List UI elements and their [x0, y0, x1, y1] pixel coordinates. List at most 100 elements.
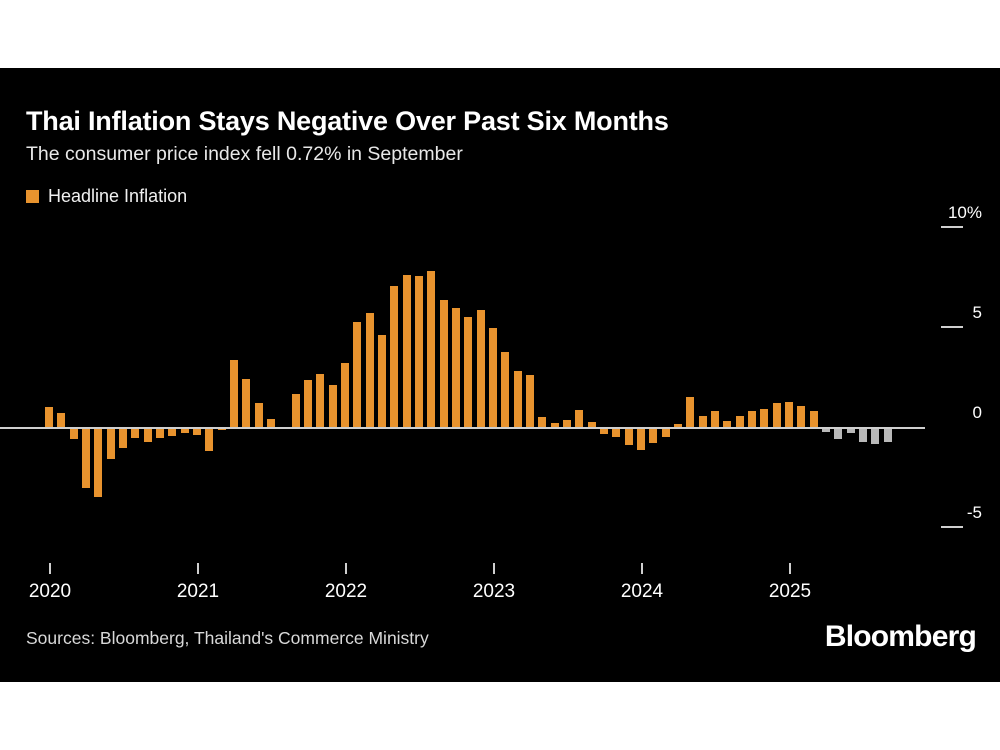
- bar: [464, 317, 473, 428]
- bar: [748, 411, 756, 428]
- bar: [365, 313, 374, 428]
- x-axis-tick-mark: [641, 563, 643, 574]
- bar: [316, 373, 325, 428]
- x-axis-tick-mark: [197, 563, 199, 574]
- bar: [476, 310, 485, 428]
- bar: [723, 421, 732, 428]
- bar: [180, 428, 189, 434]
- x-axis-tick-mark: [345, 563, 347, 574]
- bar: [563, 420, 571, 428]
- x-axis-tick-mark: [49, 563, 51, 574]
- bar: [353, 322, 362, 428]
- bar: [538, 417, 547, 428]
- bar: [797, 406, 806, 428]
- zero-baseline: [0, 427, 925, 429]
- bar-series: [0, 218, 925, 558]
- bar: [45, 407, 53, 428]
- bar: [686, 397, 695, 428]
- bar: [624, 428, 633, 445]
- bloomberg-logo: Bloomberg: [824, 620, 977, 653]
- bar: [587, 422, 596, 428]
- bar: [711, 411, 719, 428]
- bar: [205, 428, 214, 452]
- bar: [637, 428, 645, 451]
- bar: [193, 428, 201, 435]
- bar: [267, 419, 275, 428]
- square-swatch-icon: [26, 190, 39, 203]
- bar: [328, 384, 337, 428]
- bar: [649, 428, 658, 444]
- bar: [341, 363, 349, 428]
- bar: [735, 415, 744, 428]
- bar: [822, 428, 830, 433]
- bar: [489, 327, 497, 428]
- bar: [415, 275, 423, 428]
- x-axis: 2020 2021 2022 2023 2024 2025: [0, 563, 925, 623]
- chart-subtitle: The consumer price index fell 0.72% in S…: [26, 143, 463, 165]
- bar: [242, 379, 251, 428]
- x-axis-tick-mark: [789, 563, 791, 574]
- bar: [883, 428, 892, 443]
- y-axis-tick-label: 5: [972, 303, 982, 322]
- bar: [834, 428, 843, 440]
- x-axis-tick-label: 2023: [472, 581, 516, 602]
- chart-canvas: Thai Inflation Stays Negative Over Past …: [0, 68, 1000, 682]
- bar: [304, 380, 312, 428]
- y-axis-tick-mark: [941, 326, 963, 328]
- bar: [119, 428, 127, 448]
- bar: [402, 274, 411, 428]
- bar: [57, 413, 66, 428]
- bar: [612, 428, 621, 437]
- y-axis-tick-mark: [941, 526, 963, 528]
- y-axis-tick-label: -5: [966, 503, 982, 522]
- page-title: Thai Inflation Stays Negative Over Past …: [26, 106, 669, 136]
- bar: [550, 423, 559, 428]
- bar: [254, 403, 263, 428]
- bar: [698, 415, 707, 428]
- bar: [526, 374, 534, 428]
- bar: [143, 428, 152, 442]
- bar: [575, 410, 584, 428]
- x-axis-tick-label: 2024: [620, 581, 664, 602]
- bar: [785, 401, 793, 428]
- bar: [661, 428, 670, 438]
- x-axis-tick-label: 2025: [768, 581, 812, 602]
- bar: [452, 308, 460, 428]
- y-axis-tick-label: 10%: [947, 203, 982, 222]
- y-axis-tick-label: 0: [972, 403, 982, 422]
- bar: [131, 428, 140, 438]
- bar: [156, 428, 164, 438]
- y-axis: -5 0 5 10%: [925, 203, 1000, 558]
- bar: [390, 286, 399, 428]
- bar: [427, 270, 436, 428]
- bar: [230, 359, 238, 428]
- bar: [674, 424, 682, 428]
- x-axis-tick-label: 2020: [28, 581, 72, 602]
- bar: [600, 428, 608, 435]
- bar: [106, 428, 115, 460]
- x-axis-tick-label: 2022: [324, 581, 368, 602]
- y-axis-tick-mark: [941, 226, 963, 228]
- bar: [439, 299, 448, 428]
- plot-area: [0, 218, 925, 558]
- bar: [82, 428, 90, 488]
- bar: [378, 335, 386, 428]
- bar: [809, 411, 818, 428]
- bar: [772, 403, 781, 428]
- bar: [871, 428, 880, 444]
- bar: [69, 428, 78, 439]
- legend-item-label: Headline Inflation: [48, 186, 188, 206]
- bar: [859, 428, 867, 442]
- bar: [291, 394, 300, 428]
- x-axis-tick-label: 2021: [176, 581, 220, 602]
- bar: [501, 352, 510, 428]
- bar: [760, 409, 769, 428]
- bar: [846, 428, 855, 433]
- bar: [513, 371, 522, 428]
- chart-legend: Headline Inflation: [26, 186, 187, 207]
- x-axis-tick-mark: [493, 563, 495, 574]
- bar: [168, 428, 177, 437]
- sources-note: Sources: Bloomberg, Thailand's Commerce …: [26, 628, 429, 648]
- bar: [94, 428, 103, 497]
